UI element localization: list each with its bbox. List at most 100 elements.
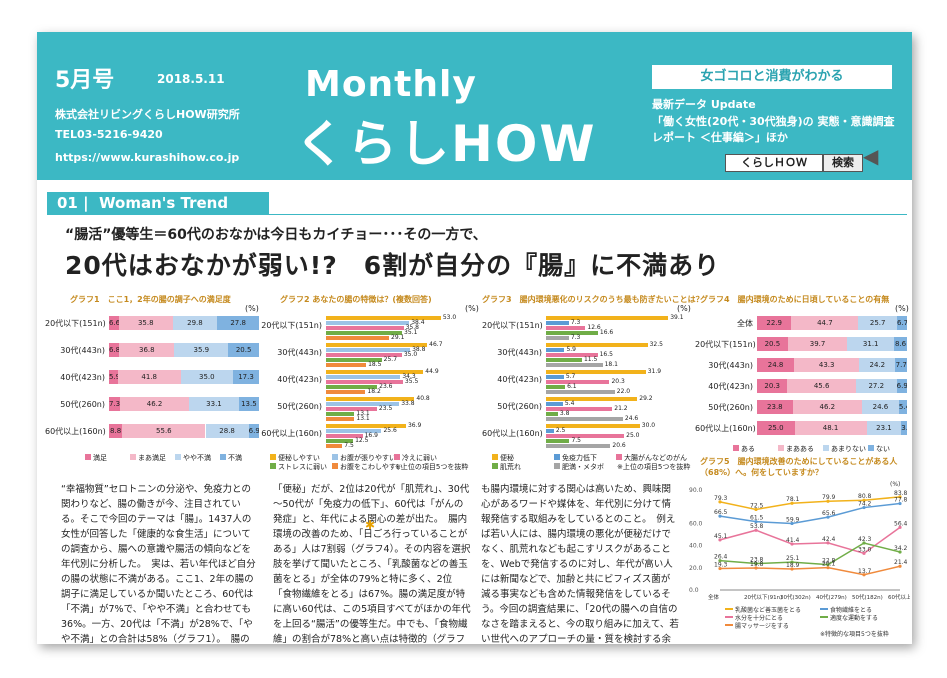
graph5-value-label: 21.4 <box>894 559 908 566</box>
graph3-value-label: 32.5 <box>649 341 663 348</box>
graph2-bar <box>326 348 411 352</box>
graph3-bar <box>546 321 569 325</box>
graph5-value-label: 22.8 <box>822 558 836 565</box>
graph5-point <box>898 495 902 499</box>
graph5-point <box>718 500 722 504</box>
graph3-legend-item: 便秘 <box>492 453 514 463</box>
graph2-legend-item: ストレスに弱い <box>270 462 327 472</box>
website-link[interactable]: https://www.kurashihow.co.jp <box>55 151 240 164</box>
graph1-bar-segment: 36.8 <box>119 343 175 357</box>
graph3-value-label: 31.9 <box>647 368 662 375</box>
graph4-bar-segment: 5.4 <box>898 400 907 414</box>
graph2-row-label: 30代(443n) <box>277 348 322 357</box>
graph5-legend-swatch <box>725 608 733 610</box>
graph5-value-label: 42.4 <box>822 536 836 543</box>
graph2-bar <box>326 424 406 428</box>
graph3-bar <box>546 417 623 421</box>
graph5-value-label: 79.3 <box>714 495 728 502</box>
graph5-value-label: 18.9 <box>786 562 800 569</box>
graph2-bar <box>326 321 410 325</box>
graph3-bar <box>546 439 570 443</box>
graph2-bar <box>326 343 428 347</box>
graph4-row-label: 20代以下(151n) <box>695 340 756 349</box>
graph5-point <box>898 550 902 554</box>
graph5-point <box>754 528 758 532</box>
graph4-bar-segment: 39.7 <box>787 337 848 351</box>
graph4-bar-segment: 31.1 <box>847 337 895 351</box>
graph3-value-label: 3.8 <box>559 410 570 417</box>
graph2-bar <box>326 353 402 357</box>
header-banner: 5月号 2018.5.11 株式会社リビングくらしHOW研究所 TEL03-52… <box>37 32 912 180</box>
graph3-row-label: 60代以上(160n) <box>482 429 543 438</box>
graph3-bar <box>546 336 569 340</box>
graph1-bar-segment: 6.6 <box>109 316 119 330</box>
graph2-bar <box>326 412 355 416</box>
section-title: Woman's Trend <box>99 194 229 212</box>
graph4-bar-segment: 25.0 <box>757 421 795 435</box>
graph4-bar-segment: 24.8 <box>757 358 795 372</box>
search-input[interactable]: くらしＨＯＷ <box>725 154 823 172</box>
graph4-title: グラフ4 腸内環境のために日頃していることの有無 <box>700 295 890 304</box>
graph5-value-label: 56.4 <box>894 520 908 527</box>
graph4-legend-item: ない <box>868 444 890 454</box>
graph2-bar <box>326 370 424 374</box>
graph5-point <box>862 573 866 577</box>
graph5-point <box>826 563 830 567</box>
graph5-series-line <box>719 502 901 525</box>
graph5-point <box>862 551 866 555</box>
graph1-legend-item: 不満 <box>220 453 242 463</box>
search-button[interactable]: 検索 <box>823 154 863 172</box>
graph5-value-label: 42.3 <box>858 536 872 543</box>
graph5-x-label: 全体 <box>708 593 720 601</box>
graph2-value-label: 38.4 <box>411 319 425 326</box>
graph4-legend-item: まあある <box>778 444 814 454</box>
graph1-unit: (%) <box>245 304 259 313</box>
graph4-row-label: 全体 <box>737 319 753 328</box>
graph5-value-label: 41.4 <box>786 537 800 544</box>
graph5-legend-swatch <box>820 616 828 618</box>
graph2-value-label: 23.5 <box>378 405 393 412</box>
graph3-value-label: 11.5 <box>583 356 598 363</box>
graph5-legend-item: 乳酸菌など善玉菌をとる <box>735 606 801 614</box>
graph3-legend-item: 肌荒れ <box>492 462 521 472</box>
graph1-row-label: 60代以上(160n) <box>45 427 106 436</box>
graph3-value-label: 7.5 <box>571 437 581 444</box>
graph5-y-tick: 90.0 <box>689 487 703 494</box>
graph2-value-label: 40.8 <box>416 395 430 402</box>
graph4-bar-segment: 7.7 <box>895 358 907 372</box>
graph1-bar-segment: 27.8 <box>217 316 259 330</box>
brand-monthly: Monthly <box>305 64 477 105</box>
graph2-row-label: 60代以上(160n) <box>261 429 322 438</box>
graph5-value-label: 74.2 <box>858 501 872 508</box>
graph2-legend-item: 便秘しやすい <box>270 453 320 463</box>
graph2-value-label: 35.1 <box>404 329 418 336</box>
graph3-value-label: 2.5 <box>555 427 566 434</box>
graph2-value-label: 18.5 <box>368 361 382 368</box>
graph3-bar <box>546 343 648 347</box>
graph5-series-line <box>719 542 901 566</box>
graph4-unit: (%) <box>895 304 909 313</box>
graph4-bar-segment: 3.8 <box>901 421 907 435</box>
graph4-bar-segment: 45.6 <box>787 379 856 393</box>
graph4-bar-segment: 20.3 <box>757 379 788 393</box>
graph2-bar <box>326 363 367 367</box>
graph5-point <box>826 499 830 503</box>
graph4-bar-segment: 44.7 <box>791 316 859 330</box>
graph5-value-label: 25.1 <box>786 555 800 562</box>
graph3-value-label: 30.0 <box>641 422 656 429</box>
update-text: 「働く女性(20代・30代独身)の 実態・意識調査レポート ＜仕事編＞」ほか <box>652 115 895 144</box>
graph2-bar <box>326 336 390 340</box>
graph5-point <box>862 541 866 545</box>
graph5-legend-swatch <box>820 608 828 610</box>
graph2-bar <box>326 402 400 406</box>
graph5-point <box>718 566 722 571</box>
graph5-value-label: 19.8 <box>750 561 764 568</box>
graph5-point <box>826 566 830 570</box>
graph5-value-label: 78.1 <box>786 496 800 503</box>
graph2-legend-item: お腹が張りやすい <box>332 453 396 463</box>
article-subtitle: “腸活”優等生＝60代のおなかは今日もカイチョー･･･その一方で、 <box>65 227 487 243</box>
graph2-value-label: 7.5 <box>344 442 354 449</box>
graph2-bar <box>326 417 355 421</box>
pointer-icon: ◀ <box>863 144 879 168</box>
graph1-bar-segment: 35.8 <box>118 316 173 330</box>
